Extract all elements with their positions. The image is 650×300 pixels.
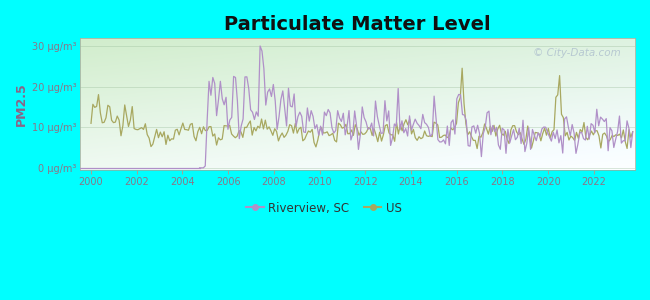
Title: Particulate Matter Level: Particulate Matter Level xyxy=(224,15,491,34)
Text: © City-Data.com: © City-Data.com xyxy=(534,47,621,58)
Legend: Riverview, SC, US: Riverview, SC, US xyxy=(241,197,407,219)
Y-axis label: PM2.5: PM2.5 xyxy=(15,82,28,126)
